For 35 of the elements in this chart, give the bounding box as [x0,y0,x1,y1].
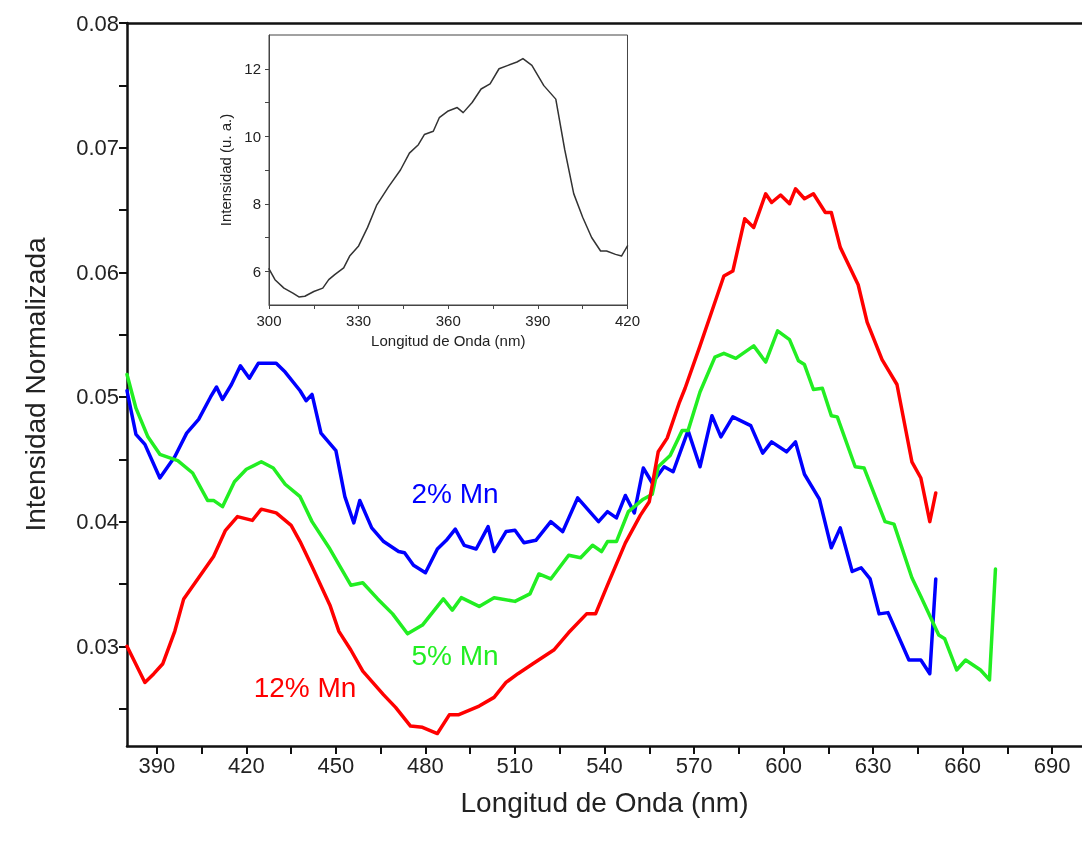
x-tick-label: 420 [228,752,265,778]
y-tick-label: 12 [244,60,261,78]
series-label: 12% Mn [253,671,357,703]
x-tick-label: 390 [525,312,551,329]
y-axis-title: Intensidad Normalizada [19,236,51,532]
series-label: 2% Mn [411,477,499,509]
y-tick-label: 6 [252,262,261,280]
x-axis-title: Longitud de Onda (nm) [371,331,526,349]
x-tick-label: 600 [765,752,802,778]
x-tick-label: 510 [496,752,534,778]
x-tick-label: 390 [138,752,176,778]
series-label: 5% Mn [411,639,499,671]
y-axis-title: Intensidad (u. a.) [217,113,235,227]
y-tick-label: 10 [244,127,261,145]
x-tick-label: 690 [1033,752,1071,778]
x-tick-label: 300 [256,312,282,329]
x-tick-label: 330 [346,312,372,329]
line-series [268,57,629,298]
x-tick-label: 450 [317,752,355,778]
y-tick-label: 0.07 [76,135,119,161]
x-tick-label: 420 [614,312,640,329]
x-tick-label: 480 [407,752,444,778]
x-tick-label: 360 [435,312,461,329]
x-tick-label: 540 [586,752,623,778]
x-tick-label: 630 [854,752,892,778]
y-tick-label: 0.06 [76,259,119,285]
y-tick-label: 8 [252,195,261,213]
x-axis-title: Longitud de Onda (nm) [460,786,749,818]
x-tick-label: 570 [675,752,713,778]
y-tick-label: 0.08 [76,10,119,36]
y-tick-label: 0.04 [76,509,119,535]
line-series [125,361,938,676]
y-tick-label: 0.03 [76,633,119,659]
x-tick-label: 660 [944,752,981,778]
y-tick-label: 0.05 [76,384,119,410]
